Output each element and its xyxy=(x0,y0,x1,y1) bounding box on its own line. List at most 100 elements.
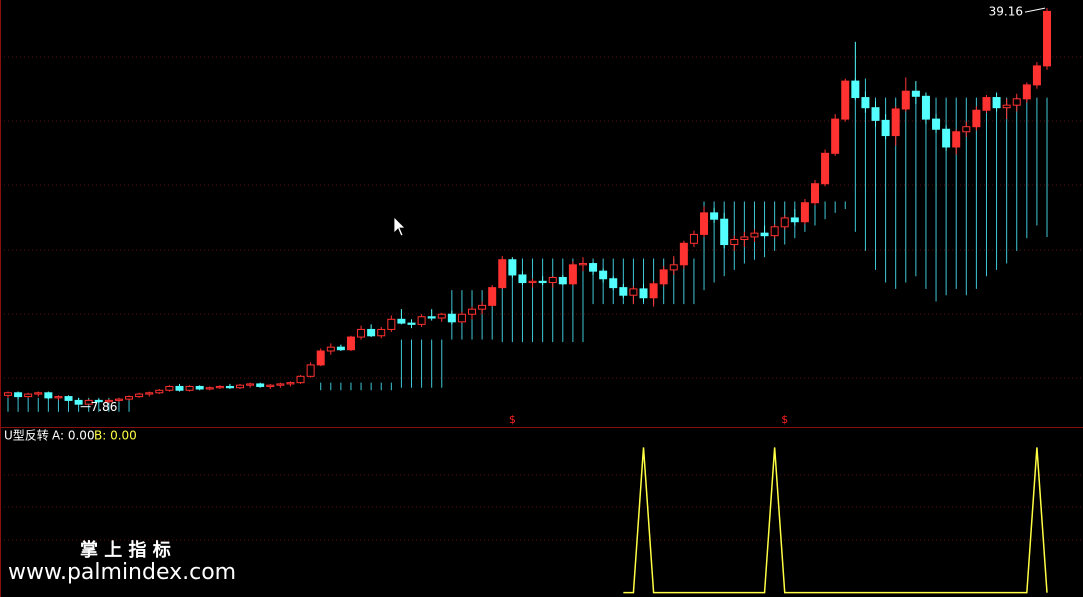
candle-body xyxy=(306,364,315,377)
indicator-a: A: 0.00 xyxy=(52,429,95,443)
candle-body xyxy=(276,383,285,386)
candle-body xyxy=(518,274,527,284)
candle-body xyxy=(710,212,719,220)
candle-body xyxy=(770,226,779,237)
candle-body xyxy=(1032,65,1041,86)
candle-body xyxy=(468,308,477,315)
candle-body xyxy=(24,393,33,398)
candle-body xyxy=(357,328,366,338)
candle-body xyxy=(982,97,991,111)
candle-body xyxy=(689,233,698,244)
candle-body xyxy=(205,387,214,390)
candle-body xyxy=(750,232,759,238)
candle-body xyxy=(790,217,799,223)
signal-marker: $ xyxy=(509,413,516,426)
candle-body xyxy=(256,383,265,387)
indicator-line xyxy=(623,447,1048,594)
candle-body xyxy=(810,183,819,204)
candle-body xyxy=(548,276,557,284)
candle-body xyxy=(165,385,174,391)
candle-body xyxy=(397,318,406,324)
candle-body xyxy=(1043,10,1051,67)
candle-body xyxy=(367,328,376,337)
candle-body xyxy=(881,119,890,137)
signal-marker: $ xyxy=(781,413,788,426)
candle-body xyxy=(962,126,971,133)
candle-body xyxy=(1002,104,1011,109)
max-label: 39.16 xyxy=(989,5,1023,19)
min-label: 7.86 xyxy=(91,400,118,414)
candle-body xyxy=(619,287,628,296)
indicator-name: U型反转 xyxy=(4,428,49,443)
candle-body xyxy=(498,259,507,289)
candle-body xyxy=(599,270,608,280)
candle-body xyxy=(135,393,144,398)
candle-body xyxy=(831,118,840,154)
candle-body xyxy=(952,131,961,148)
indicator-b: B: 0.00 xyxy=(94,429,137,443)
candle-body xyxy=(286,382,295,385)
candle-body xyxy=(720,218,729,246)
candle-body xyxy=(64,396,73,401)
candle-body xyxy=(326,346,335,352)
candle-body xyxy=(841,80,850,120)
candle-body xyxy=(669,264,678,271)
max-arrow xyxy=(1024,7,1046,13)
candle-body xyxy=(760,232,769,237)
candle-body xyxy=(74,399,83,405)
candle-body xyxy=(387,318,396,330)
candle-body xyxy=(891,108,900,137)
candle-body xyxy=(679,242,688,266)
candle-body xyxy=(800,202,809,223)
candle-body xyxy=(921,95,930,120)
candle-body xyxy=(911,90,920,97)
candle-body xyxy=(861,97,870,109)
candle-body xyxy=(528,280,537,284)
candle-body xyxy=(780,217,789,228)
candle-body xyxy=(346,336,355,351)
candle-body xyxy=(417,316,426,325)
candle-body xyxy=(236,384,245,389)
candle-body xyxy=(427,316,436,319)
candle-body xyxy=(740,236,749,240)
candle-body xyxy=(488,287,497,306)
candle-body xyxy=(1022,84,1031,100)
candle-body xyxy=(629,288,638,296)
candle-body xyxy=(34,392,43,395)
candle-body xyxy=(730,238,739,246)
watermark-url: www.palmindex.com xyxy=(8,560,236,585)
candle-body xyxy=(901,90,910,110)
candle-body xyxy=(125,396,134,400)
candle-body xyxy=(336,346,345,351)
candle-body xyxy=(437,313,446,319)
candle-body xyxy=(447,313,456,323)
candle-body xyxy=(225,385,234,389)
candle-body xyxy=(851,80,860,99)
candle-body xyxy=(639,288,648,299)
candle-body xyxy=(185,385,194,391)
candle-body xyxy=(992,97,1001,109)
candle-body xyxy=(942,128,951,148)
candle-body xyxy=(568,264,577,285)
candle-body xyxy=(589,263,598,272)
candle-body xyxy=(215,385,224,389)
candle-body xyxy=(932,118,941,130)
candle-body xyxy=(538,280,547,284)
candle-body xyxy=(377,328,386,337)
candle-body xyxy=(155,389,164,394)
candle-body xyxy=(659,269,668,285)
candle-body xyxy=(246,383,255,386)
candle-body xyxy=(972,109,981,128)
candle-body xyxy=(195,385,204,390)
candle-body xyxy=(609,278,618,289)
mouse-cursor xyxy=(393,216,406,237)
candle-body xyxy=(871,107,880,121)
candle-body xyxy=(14,392,23,398)
candle-body xyxy=(478,304,487,310)
candle-body xyxy=(114,398,123,401)
candle-body xyxy=(145,392,154,395)
watermark-title: 掌 上 指 标 xyxy=(80,539,171,561)
